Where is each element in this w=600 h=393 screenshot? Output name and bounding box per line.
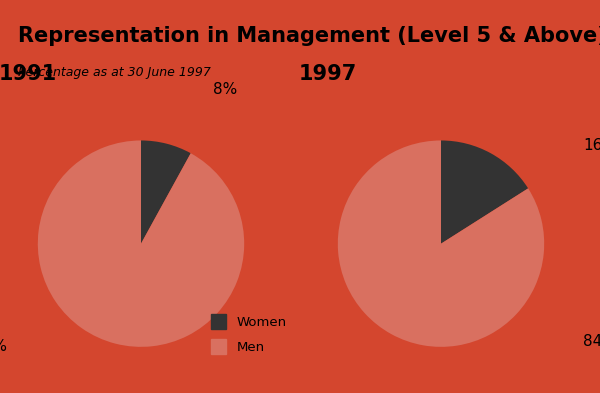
Text: 1991: 1991 (0, 64, 58, 84)
Text: 84%: 84% (583, 334, 600, 349)
Text: Percentage as at 30 June 1997: Percentage as at 30 June 1997 (18, 66, 211, 79)
Wedge shape (338, 140, 544, 347)
Text: 92%: 92% (0, 340, 7, 354)
Text: 8%: 8% (213, 82, 238, 97)
Legend: Women, Men: Women, Men (211, 314, 287, 354)
Text: 16%: 16% (583, 138, 600, 153)
Wedge shape (441, 140, 528, 244)
Wedge shape (141, 140, 191, 244)
Text: 1997: 1997 (299, 64, 358, 84)
Text: Representation in Management (Level 5 & Above): Representation in Management (Level 5 & … (18, 26, 600, 46)
Wedge shape (38, 140, 244, 347)
